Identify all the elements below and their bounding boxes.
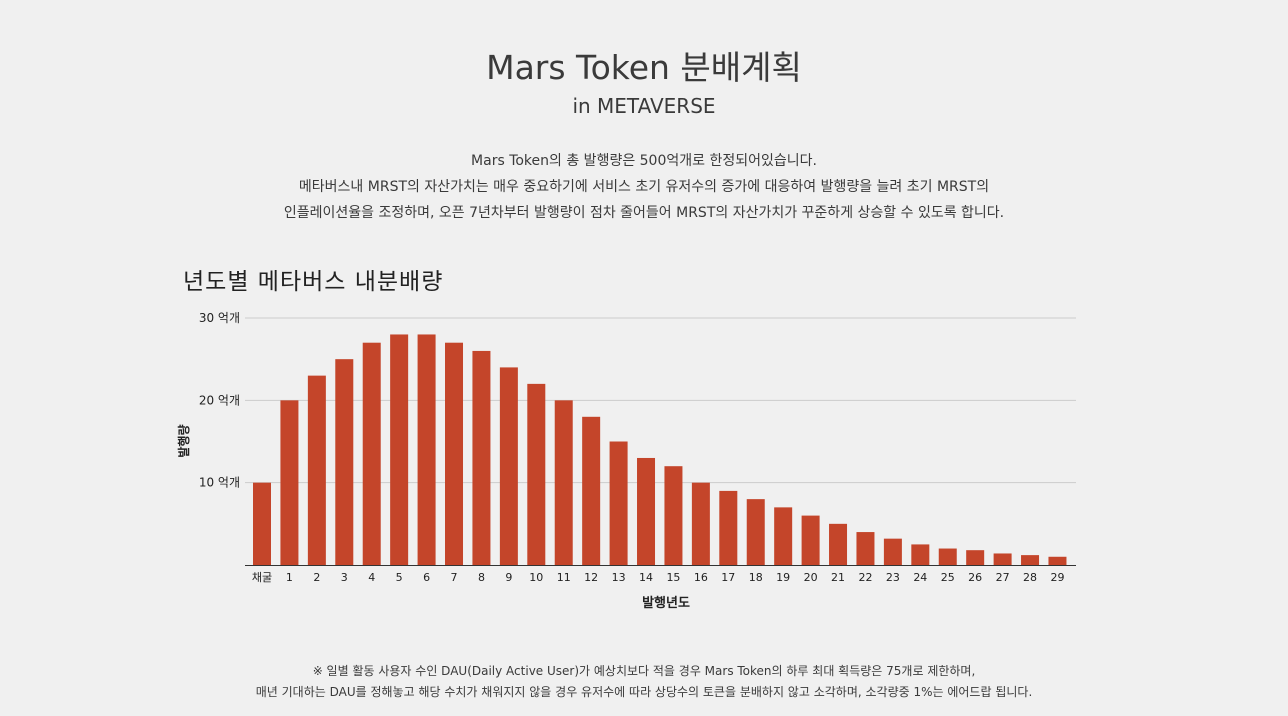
- x-tick-labels: 채굴 1 2 3 4 5 6 7 8 9 10 11 12 13 14 15 16 17 18 19 20 21 22 23 2…: [252, 571, 1065, 584]
- x-tick-label: 채굴: [252, 571, 272, 584]
- x-tick-label: 3: [341, 571, 348, 584]
- x-tick-label: 18: [749, 571, 763, 584]
- x-tick-label: 1: [286, 571, 293, 584]
- bar: [417, 334, 436, 565]
- x-tick-label: 15: [666, 571, 680, 584]
- x-tick-label: 26: [968, 571, 982, 584]
- bars: [253, 334, 1067, 565]
- x-tick-label: 2: [313, 571, 320, 584]
- x-tick-label: 17: [721, 571, 735, 584]
- x-tick-label: 23: [886, 571, 900, 584]
- footnote-line-2: 매년 기대하는 DAU를 정해놓고 해당 수치가 채워지지 않을 경우 유저수에…: [255, 685, 1033, 699]
- x-tick-label: 11: [557, 571, 571, 584]
- x-tick-label: 21: [831, 571, 845, 584]
- x-tick-label: 19: [776, 571, 790, 584]
- x-tick-label: 24: [913, 571, 927, 584]
- gridlines: [245, 317, 1076, 484]
- bar: [829, 523, 848, 565]
- x-tick-label: 13: [612, 571, 626, 584]
- x-tick-label: 22: [858, 571, 872, 584]
- x-tick-label: 16: [694, 571, 708, 584]
- bar: [883, 538, 902, 565]
- x-axis-label: 발행년도: [642, 595, 690, 611]
- footnote-line-1: ※ 일별 활동 사용자 수인 DAU(Daily Active User)가 예…: [312, 664, 976, 678]
- bar: [691, 482, 710, 565]
- bar: [993, 553, 1012, 565]
- x-tick-label: 10: [529, 571, 543, 584]
- intro-line-2: 메타버스내 MRST의 자산가치는 매우 중요하기에 서비스 초기 유저수의 증…: [298, 179, 990, 195]
- x-tick-label: 6: [423, 571, 430, 584]
- bar: [1048, 556, 1067, 565]
- y-axis-label: 발행량: [176, 424, 191, 457]
- bar: [746, 499, 765, 565]
- bar: [527, 383, 546, 565]
- bar: [609, 441, 628, 565]
- x-tick-label: 8: [478, 571, 485, 584]
- bar: [499, 367, 518, 565]
- bar: [362, 342, 381, 565]
- bar: [856, 532, 875, 565]
- bar: [472, 350, 491, 565]
- intro-line-3: 인플레이션율을 조정하며, 오픈 7년차부터 발행량이 점차 줄어들어 MRST…: [283, 205, 1005, 221]
- bar: [966, 550, 985, 565]
- bar: [390, 334, 409, 565]
- bar: [774, 507, 793, 565]
- x-tick-label: 27: [996, 571, 1010, 584]
- bar: [801, 515, 820, 565]
- bar: [664, 466, 683, 565]
- intro-line-1: Mars Token의 총 발행량은 500억개로 한정되어있습니다.: [471, 153, 817, 169]
- chart-title: 년도별 메타버스 내분배량: [183, 269, 444, 295]
- x-tick-label: 12: [584, 571, 598, 584]
- bar: [911, 544, 930, 565]
- x-tick-label: 7: [451, 571, 458, 584]
- bar: [554, 400, 573, 565]
- x-tick-label: 4: [368, 571, 375, 584]
- bar: [938, 548, 957, 565]
- page-subtitle: in METAVERSE: [572, 94, 716, 118]
- x-tick-label: 14: [639, 571, 653, 584]
- y-tick-label: 10 억개: [199, 476, 240, 490]
- bar: [637, 457, 656, 565]
- bar: [307, 375, 326, 565]
- footnote: ※ 일별 활동 사용자 수인 DAU(Daily Active User)가 예…: [0, 661, 1288, 703]
- x-tick-label: 25: [941, 571, 955, 584]
- bar: [445, 342, 464, 565]
- bar: [719, 490, 738, 565]
- bar: [335, 359, 354, 565]
- x-tick-label: 29: [1050, 571, 1064, 584]
- bar: [1021, 555, 1040, 565]
- y-tick-label: 20 억개: [199, 393, 240, 407]
- bar: [280, 400, 299, 565]
- x-tick-label: 5: [396, 571, 403, 584]
- bar: [253, 482, 271, 565]
- y-tick-labels: 10 억개 20 억개 30 억개: [199, 311, 240, 490]
- y-tick-label: 30 억개: [199, 311, 240, 325]
- bar: [582, 416, 601, 565]
- x-tick-label: 9: [505, 571, 512, 584]
- x-tick-label: 28: [1023, 571, 1037, 584]
- intro-text: Mars Token의 총 발행량은 500억개로 한정되어있습니다. 메타버스…: [0, 148, 1288, 226]
- page-title: Mars Token 분배계획: [486, 48, 802, 87]
- x-tick-label: 20: [804, 571, 818, 584]
